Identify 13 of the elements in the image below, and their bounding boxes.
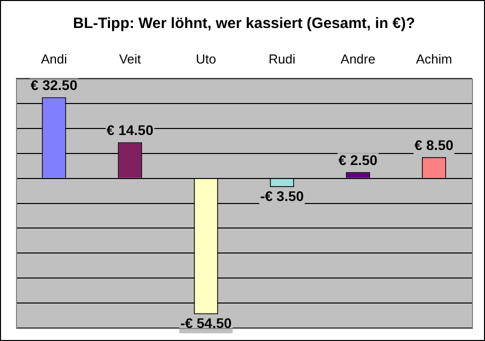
- x-tick-label: Uto: [196, 51, 216, 66]
- x-tick-label: Veit: [119, 51, 142, 66]
- chart-title: BL-Tipp: Wer löhnt, wer kassiert (Gesamt, in €)?: [72, 15, 416, 32]
- x-tick-label: Rudi: [268, 51, 296, 66]
- data-label: € 8.50: [414, 137, 454, 154]
- data-label: -€ 54.50: [180, 315, 232, 332]
- x-tick-label: Andre: [340, 51, 376, 66]
- data-label: € 32.50: [30, 77, 78, 94]
- data-label: € 14.50: [106, 122, 154, 138]
- data-label: € 2.50: [338, 152, 378, 168]
- data-label: -€ 3.50: [260, 188, 304, 204]
- x-tick-label: Achim: [416, 51, 452, 66]
- x-tick-label: Andi: [40, 51, 68, 66]
